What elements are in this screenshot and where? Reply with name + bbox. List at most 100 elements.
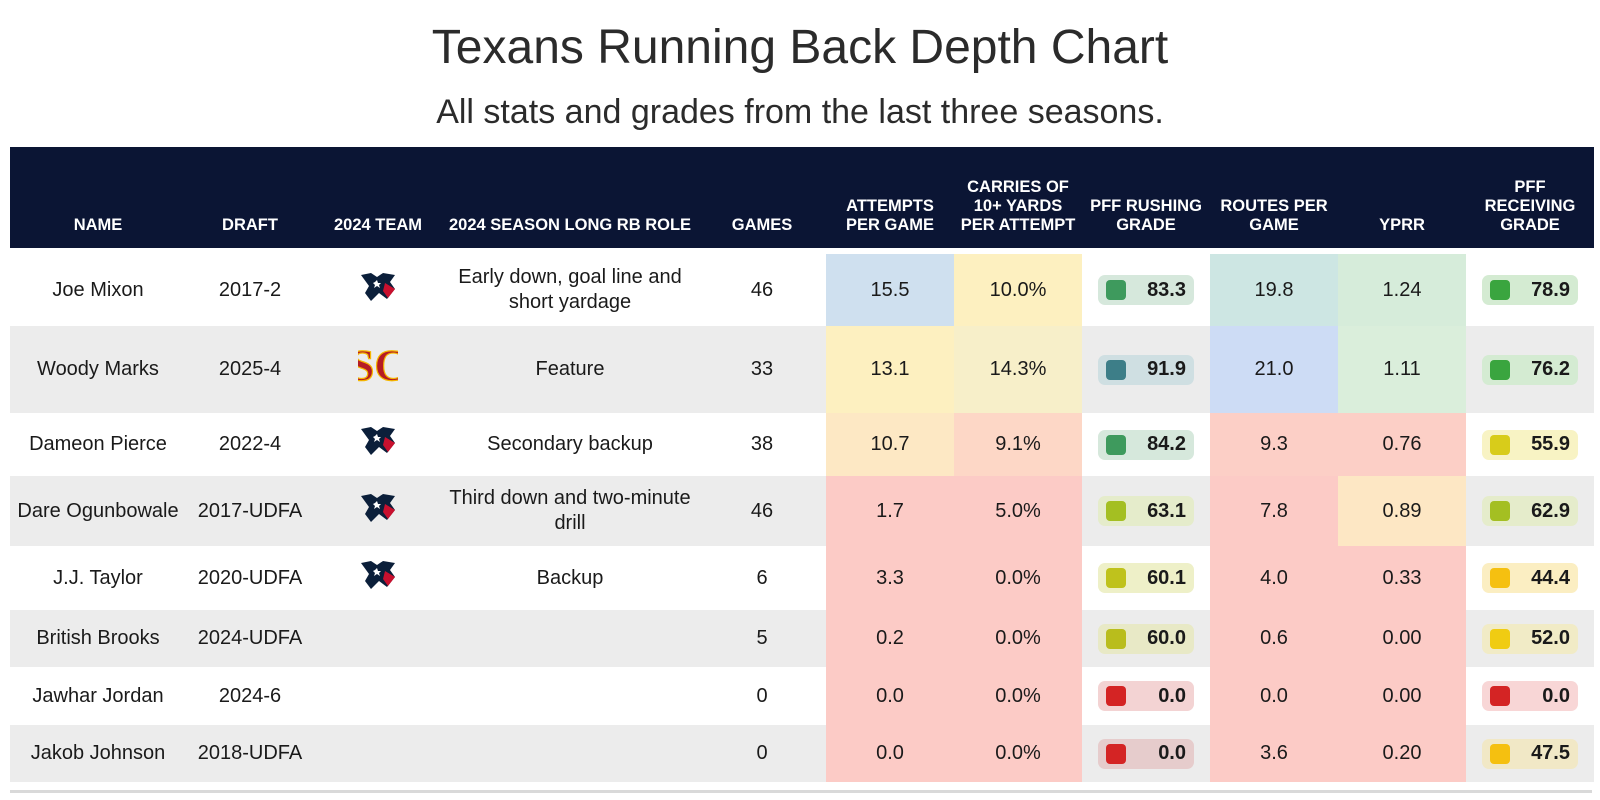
draft-cell: 2024-6 <box>186 667 314 725</box>
role-cell: Backup <box>442 546 698 610</box>
yprr-cell: 0.76 <box>1338 413 1466 476</box>
attempts-cell: 0.2 <box>826 610 954 667</box>
grade-color-swatch <box>1106 501 1126 521</box>
usc-logo-icon: SC <box>349 340 406 399</box>
rushing-grade-badge: 60.1 <box>1098 563 1194 593</box>
rushing-grade-cell: 84.2 <box>1082 413 1210 476</box>
header-yprr[interactable]: YPRR <box>1338 147 1466 251</box>
receiving-grade-value: 55.9 <box>1531 433 1570 455</box>
grade-color-swatch <box>1490 434 1510 455</box>
games-cell: 46 <box>698 476 826 546</box>
grade-color-swatch <box>1490 280 1510 300</box>
depth-chart-table: NAME DRAFT 2024 TEAM 2024 SEASON LONG RB… <box>10 147 1594 782</box>
grade-color-swatch <box>1106 434 1126 455</box>
rushing-grade-badge: 84.2 <box>1098 429 1194 460</box>
receiving-grade-cell: 0.0 <box>1466 667 1594 725</box>
routes-cell: 21.0 <box>1210 326 1338 413</box>
header-routes[interactable]: ROUTES PER GAME <box>1210 147 1338 251</box>
rushing-grade-badge: 60.0 <box>1098 623 1194 654</box>
team-cell <box>314 725 442 782</box>
rushing-grade-cell: 63.1 <box>1082 476 1210 546</box>
draft-cell: 2025-4 <box>186 326 314 413</box>
yprr-cell: 0.33 <box>1338 546 1466 610</box>
carries-cell: 0.0% <box>954 610 1082 667</box>
receiving-grade-badge: 0.0 <box>1482 681 1578 711</box>
draft-cell: 2018-UDFA <box>186 725 314 782</box>
rushing-grade-value: 0.0 <box>1158 684 1186 707</box>
team-cell <box>314 248 442 326</box>
grade-color-swatch <box>1106 628 1126 649</box>
yprr-cell: 1.11 <box>1338 326 1466 413</box>
role-cell: Early down, goal line and short yardage <box>442 248 698 326</box>
grade-color-swatch <box>1490 359 1510 380</box>
role-cell: Feature <box>442 326 698 413</box>
texans-logo-icon <box>361 427 395 455</box>
role-cell <box>442 610 698 667</box>
routes-cell: 9.3 <box>1210 413 1338 476</box>
player-name: Jakob Johnson <box>10 725 186 782</box>
header-name[interactable]: NAME <box>10 147 186 251</box>
header-draft[interactable]: DRAFT <box>186 147 314 251</box>
header-games[interactable]: GAMES <box>698 147 826 251</box>
receiving-grade-badge: 44.4 <box>1482 563 1578 593</box>
receiving-grade-value: 47.5 <box>1531 742 1570 764</box>
team-cell <box>314 413 442 476</box>
yprr-cell: 0.20 <box>1338 725 1466 782</box>
table-row: Joe Mixon 2017-2 Early down, goal line a… <box>10 248 1594 326</box>
draft-cell: 2020-UDFA <box>186 546 314 610</box>
carries-cell: 0.0% <box>954 667 1082 725</box>
player-name: Dare Ogunbowale <box>10 476 186 546</box>
attempts-cell: 15.5 <box>826 248 954 326</box>
receiving-grade-badge: 62.9 <box>1482 496 1578 526</box>
receiving-grade-value: 0.0 <box>1542 684 1570 707</box>
carries-cell: 10.0% <box>954 248 1082 326</box>
receiving-grade-cell: 44.4 <box>1466 546 1594 610</box>
yprr-cell: 0.89 <box>1338 476 1466 546</box>
team-cell <box>314 476 442 546</box>
usc-logo-icon: SC <box>349 340 406 390</box>
header-carries[interactable]: CARRIES OF 10+ YARDS PER ATTEMPT <box>954 147 1082 251</box>
routes-cell: 7.8 <box>1210 476 1338 546</box>
routes-cell: 19.8 <box>1210 248 1338 326</box>
rushing-grade-value: 63.1 <box>1147 499 1186 522</box>
receiving-grade-badge: 52.0 <box>1482 623 1578 654</box>
texans-logo-icon <box>357 557 399 600</box>
carries-cell: 14.3% <box>954 326 1082 413</box>
table-row: J.J. Taylor 2020-UDFA Backup 6 3.3 0.0% … <box>10 546 1594 610</box>
table-row: Dameon Pierce 2022-4 Secondary backup 38… <box>10 413 1594 476</box>
role-cell <box>442 667 698 725</box>
table-row: Woody Marks 2025-4 SC Feature 33 13.1 14… <box>10 326 1594 413</box>
grade-color-swatch <box>1106 743 1126 764</box>
rushing-grade-cell: 60.1 <box>1082 546 1210 610</box>
yprr-cell: 1.24 <box>1338 248 1466 326</box>
games-cell: 46 <box>698 248 826 326</box>
receiving-grade-badge: 47.5 <box>1482 738 1578 769</box>
rushing-grade-cell: 0.0 <box>1082 667 1210 725</box>
rushing-grade-value: 84.2 <box>1147 433 1186 455</box>
header-team[interactable]: 2024 TEAM <box>314 147 442 251</box>
games-cell: 38 <box>698 413 826 476</box>
draft-cell: 2017-2 <box>186 248 314 326</box>
header-attempts[interactable]: ATTEMPTS PER GAME <box>826 147 954 251</box>
table-row: British Brooks 2024-UDFA 5 0.2 0.0% 60.0… <box>10 610 1594 667</box>
table-row: Jakob Johnson 2018-UDFA 0 0.0 0.0% 0.0 3… <box>10 725 1594 782</box>
routes-cell: 3.6 <box>1210 725 1338 782</box>
routes-cell: 4.0 <box>1210 546 1338 610</box>
header-receiving-grade[interactable]: PFF RECEIVING GRADE <box>1466 147 1594 251</box>
texans-logo-icon <box>361 493 395 522</box>
carries-cell: 9.1% <box>954 413 1082 476</box>
receiving-grade-value: 62.9 <box>1531 499 1570 522</box>
header-rushing-grade[interactable]: PFF RUSHING GRADE <box>1082 147 1210 251</box>
receiving-grade-cell: 47.5 <box>1466 725 1594 782</box>
header-role[interactable]: 2024 SEASON LONG RB ROLE <box>442 147 698 251</box>
draft-cell: 2017-UDFA <box>186 476 314 546</box>
attempts-cell: 10.7 <box>826 413 954 476</box>
role-cell: Third down and two-minute drill <box>442 476 698 546</box>
receiving-grade-value: 52.0 <box>1531 627 1570 649</box>
attempts-cell: 3.3 <box>826 546 954 610</box>
rushing-grade-value: 83.3 <box>1147 278 1186 301</box>
grade-color-swatch <box>1106 686 1126 706</box>
table-header-row: NAME DRAFT 2024 TEAM 2024 SEASON LONG RB… <box>10 147 1594 251</box>
role-cell: Secondary backup <box>442 413 698 476</box>
draft-cell: 2022-4 <box>186 413 314 476</box>
